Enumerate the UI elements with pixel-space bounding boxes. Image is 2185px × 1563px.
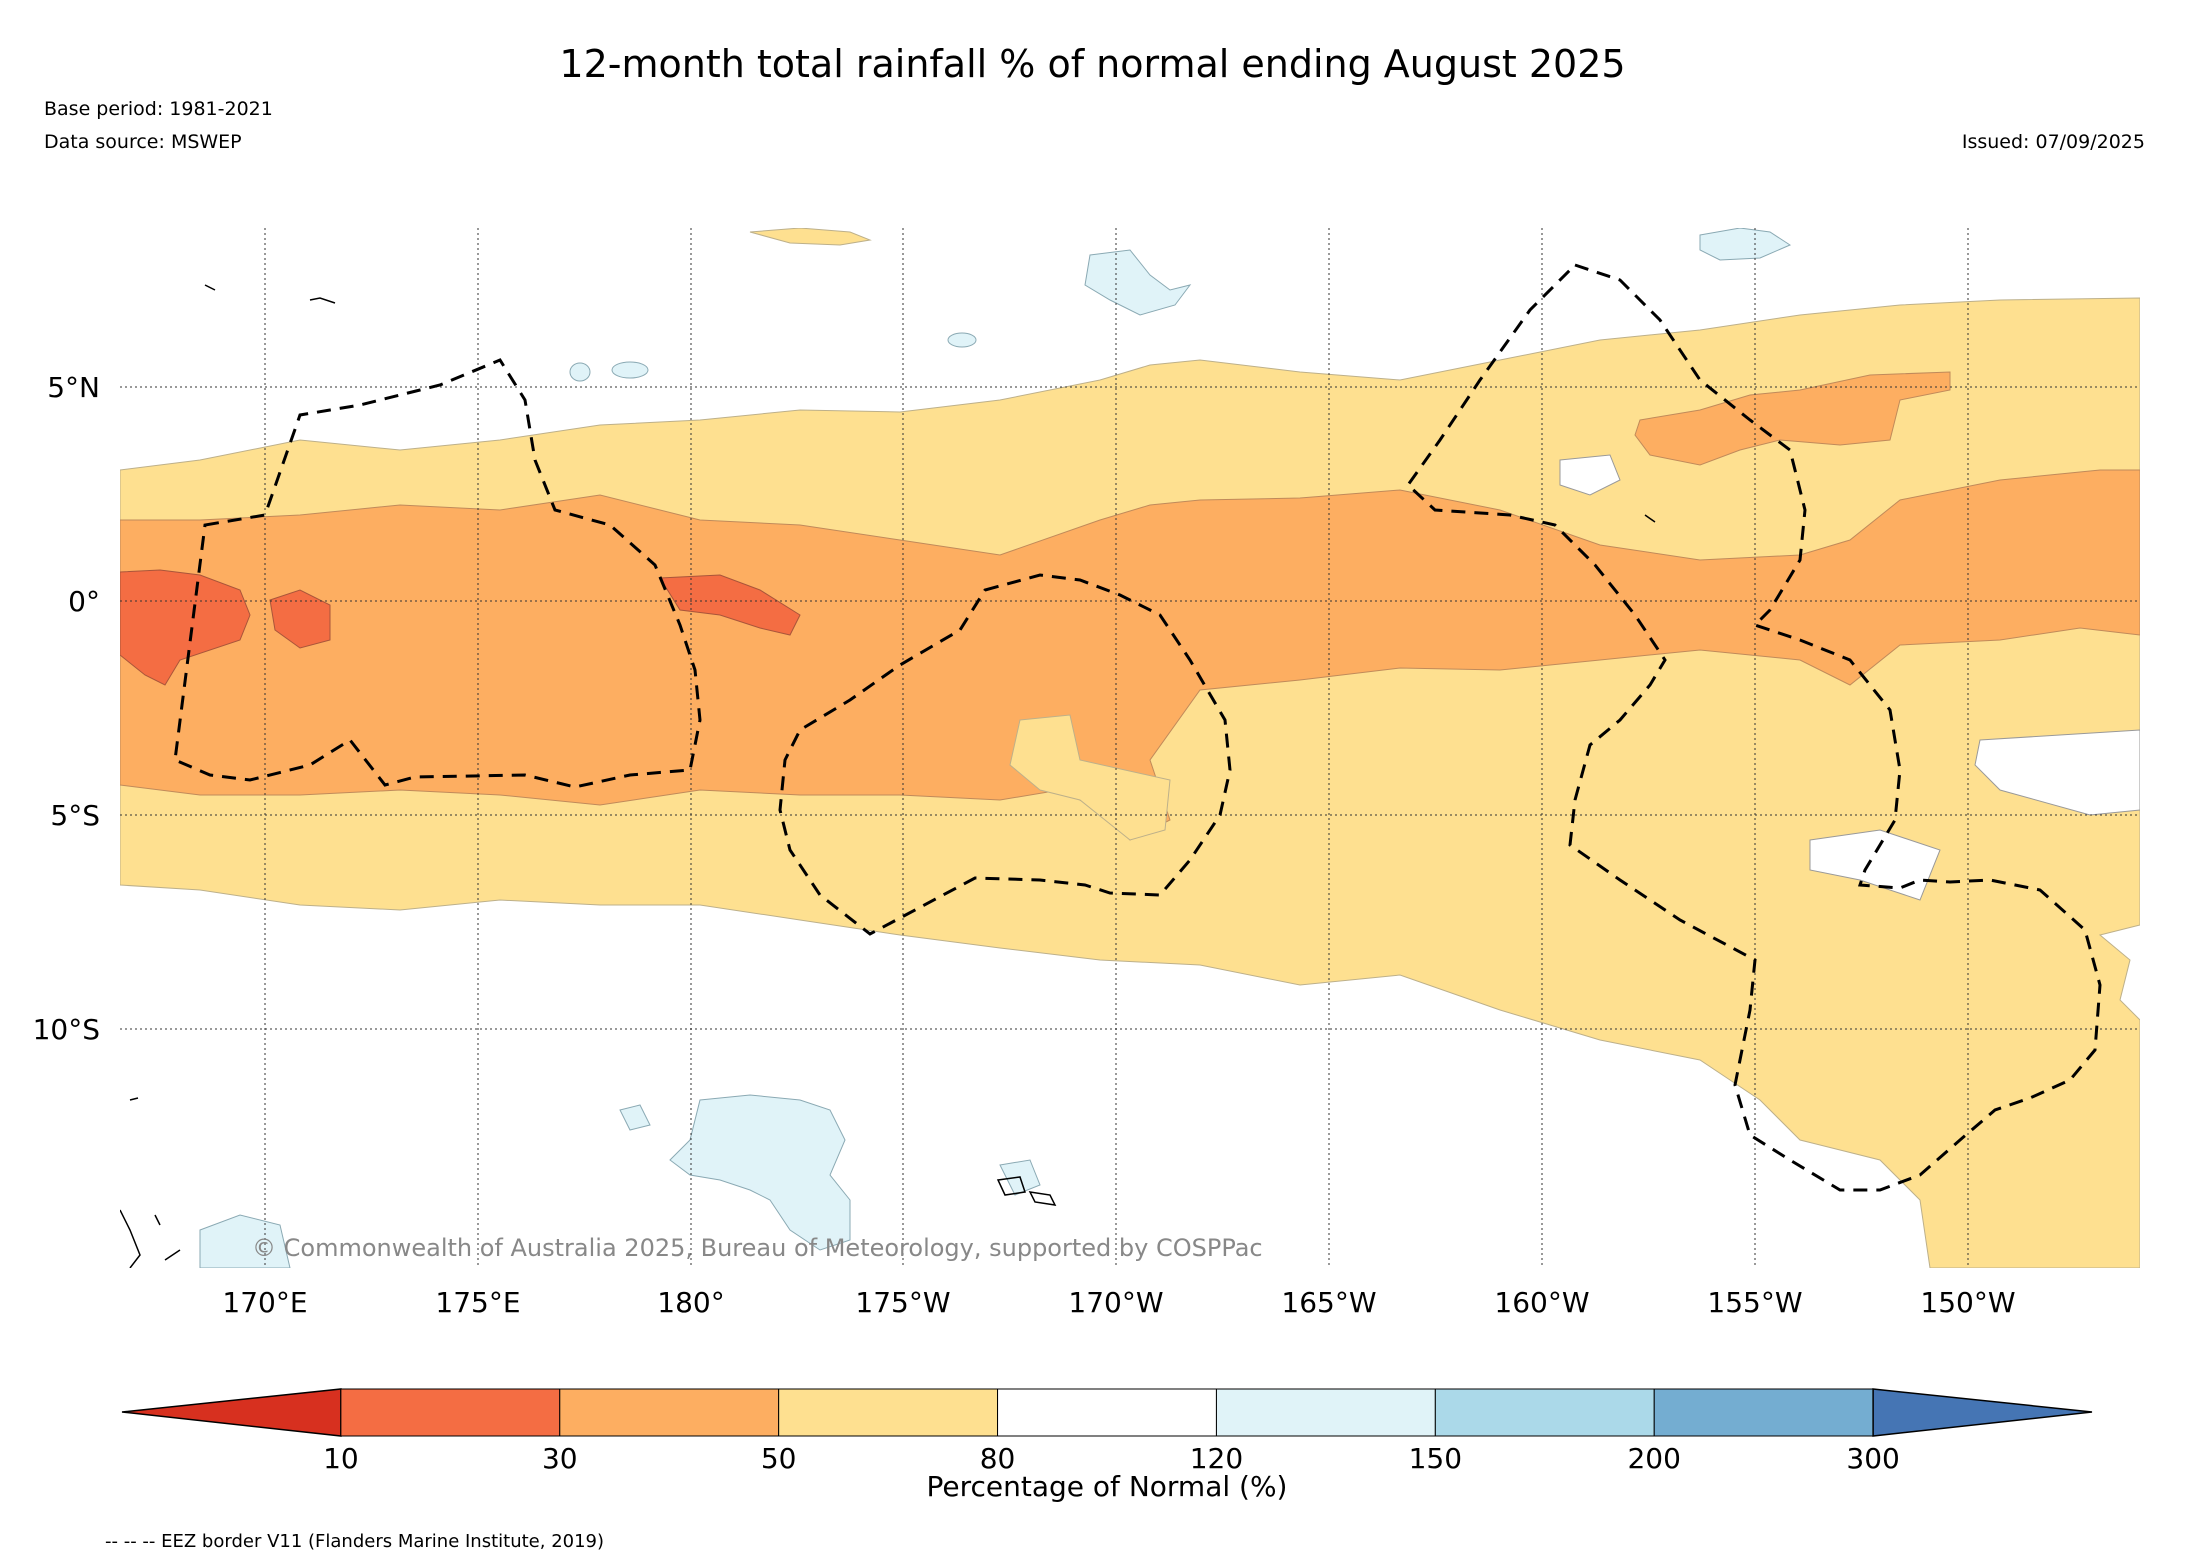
colorbar: 10 30 50 80 120 150 200 300 <box>121 1388 2093 1475</box>
colorbar-swatch <box>1215 1388 1436 1437</box>
islands <box>120 284 1656 1268</box>
rain-patch-120-150-ne <box>1699 228 1792 261</box>
data-source-text: Data source: MSWEP <box>44 131 242 153</box>
lon-label: 175°E <box>435 1286 520 1319</box>
colorbar-swatch <box>340 1388 561 1437</box>
eez-footnote: -- -- -- EEZ border V11 (Flanders Marine… <box>105 1531 604 1552</box>
lat-label: 5°S <box>50 799 100 832</box>
map-plot-area: © Commonwealth of Australia 2025, Bureau… <box>120 228 2140 1268</box>
rain-patch-10-30-small <box>269 589 331 649</box>
colorbar-tick-label: 30 <box>542 1442 578 1475</box>
colorbar-swatch <box>997 1388 1217 1437</box>
lon-label: 155°W <box>1707 1286 1802 1319</box>
latitude-labels: 5°N 0° 5°S 10°S <box>33 371 100 1046</box>
lat-label: 0° <box>68 585 100 618</box>
colorbar-swatch <box>559 1388 780 1437</box>
lon-label: 150°W <box>1920 1286 2015 1319</box>
rain-band-30-50 <box>120 469 2140 841</box>
colorbar-extend-low <box>121 1388 342 1437</box>
rain-patch-50-80 <box>749 228 872 246</box>
rain-patch-10-30-central <box>659 574 801 636</box>
rain-patch-10-30-west <box>120 569 251 686</box>
lon-label: 175°W <box>855 1286 950 1319</box>
lon-label: 170°W <box>1068 1286 1163 1319</box>
rain-patch-120-150-dot2 <box>947 332 977 348</box>
lon-label: 170°E <box>222 1286 307 1319</box>
rain-patch-120-150-south <box>669 1094 851 1251</box>
colorbar-tick-label: 50 <box>761 1442 797 1475</box>
colorbar-swatch <box>1434 1388 1655 1437</box>
colorbar-extend-high <box>1872 1388 2093 1437</box>
colorbar-swatch <box>1653 1388 1874 1437</box>
lon-label: 165°W <box>1281 1286 1376 1319</box>
rain-patch-120-150-dot4 <box>569 362 591 382</box>
issued-date-text: Issued: 07/09/2025 <box>1961 131 2145 153</box>
lon-label: 160°W <box>1494 1286 1589 1319</box>
colorbar-swatch <box>778 1388 999 1437</box>
rain-patch-120-150-dot3 <box>611 361 649 379</box>
rain-pocket-white <box>1559 454 1621 496</box>
longitude-labels: 170°E 175°E 180° 175°W 170°W 165°W 160°W… <box>222 1286 2015 1319</box>
colorbar-tick-label: 10 <box>323 1442 359 1475</box>
colorbar-tick-label: 300 <box>1846 1442 1899 1475</box>
graticule <box>120 228 2140 1268</box>
base-period-text: Base period: 1981-2021 <box>44 98 273 120</box>
colorbar-tick-label: 120 <box>1190 1442 1243 1475</box>
colorbar-tick-label: 150 <box>1409 1442 1462 1475</box>
lat-label: 5°N <box>47 371 100 404</box>
rain-patch-120-150-dot <box>619 1104 651 1131</box>
lon-label: 180° <box>657 1286 724 1319</box>
rain-pocket-80-120 <box>1009 714 1171 841</box>
colorbar-tick-label: 80 <box>980 1442 1016 1475</box>
colorbar-label: Percentage of Normal (%) <box>927 1470 1288 1503</box>
lat-label: 10°S <box>33 1013 100 1046</box>
colorbar-tick-label: 200 <box>1627 1442 1680 1475</box>
eez-borders <box>173 263 2102 1192</box>
rain-patch-120-150-north <box>1084 249 1192 316</box>
rain-pocket-white-se2 <box>1809 829 1941 901</box>
rain-patch-30-50-ne <box>1634 371 1951 466</box>
rain-patch-120-150-sw <box>199 1214 291 1268</box>
copyright-text: © Commonwealth of Australia 2025, Bureau… <box>252 1234 1263 1262</box>
map-title: 12-month total rainfall % of normal endi… <box>559 42 1626 86</box>
